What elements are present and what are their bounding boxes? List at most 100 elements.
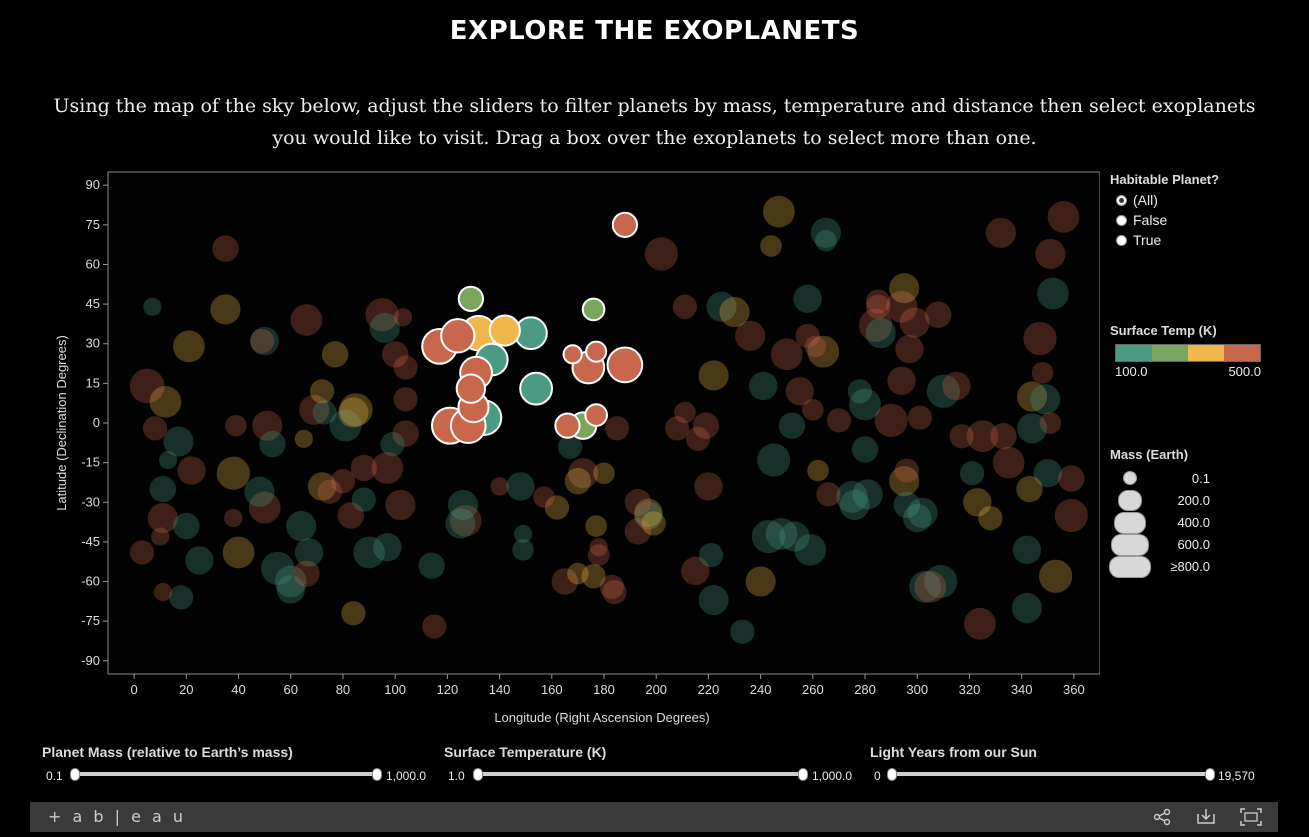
planet-point[interactable]: [730, 619, 755, 644]
planet-point[interactable]: [804, 335, 827, 358]
planet-point[interactable]: [1017, 381, 1048, 412]
planet-point[interactable]: [874, 403, 908, 437]
planet-point[interactable]: [158, 450, 178, 470]
planet-point[interactable]: [1047, 201, 1080, 233]
planet-point[interactable]: [381, 341, 409, 368]
planet-point[interactable]: [681, 556, 710, 586]
temperature-slider-track[interactable]: [478, 772, 804, 776]
planet-point[interactable]: [815, 229, 837, 252]
planet-point[interactable]: [807, 459, 829, 482]
planet-point[interactable]: [210, 294, 241, 325]
planet-point[interactable]: [393, 355, 418, 380]
download-icon[interactable]: [1196, 808, 1216, 826]
planet-point[interactable]: [624, 518, 652, 545]
planet-point[interactable]: [903, 503, 932, 533]
planet-point[interactable]: [274, 565, 307, 598]
planet-point[interactable]: [299, 394, 330, 425]
distance-slider-track[interactable]: [890, 772, 1210, 776]
planet-point[interactable]: [924, 564, 958, 599]
planet-point[interactable]: [248, 491, 281, 524]
planet-point[interactable]: [849, 388, 881, 421]
planet-point-selected[interactable]: [585, 340, 608, 363]
planet-point-selected[interactable]: [584, 403, 608, 427]
planet-point-selected[interactable]: [581, 297, 606, 322]
planet-point[interactable]: [685, 426, 711, 451]
planet-point-selected[interactable]: [455, 373, 487, 404]
planet-point[interactable]: [692, 412, 720, 439]
planet-point[interactable]: [568, 458, 599, 489]
planet-point[interactable]: [380, 432, 405, 457]
planet-point[interactable]: [353, 536, 385, 569]
planet-point[interactable]: [564, 467, 592, 495]
planet-point[interactable]: [865, 289, 891, 314]
planet-point[interactable]: [173, 330, 205, 363]
planet-point[interactable]: [551, 568, 579, 595]
planet-point[interactable]: [816, 482, 841, 507]
planet-point[interactable]: [719, 296, 750, 328]
planet-point[interactable]: [447, 489, 479, 520]
radio-option-true[interactable]: True: [1110, 230, 1219, 250]
planet-point[interactable]: [1035, 238, 1066, 269]
planet-point[interactable]: [895, 334, 924, 364]
planet-point[interactable]: [624, 489, 652, 516]
planet-point[interactable]: [185, 546, 214, 575]
planet-point-selected[interactable]: [519, 371, 554, 406]
planet-point[interactable]: [1038, 559, 1073, 593]
planet-point[interactable]: [418, 552, 445, 579]
planet-point[interactable]: [393, 308, 413, 327]
planet-point[interactable]: [392, 420, 419, 447]
planet-point[interactable]: [745, 566, 776, 597]
planet-point[interactable]: [978, 505, 1003, 531]
tableau-logo[interactable]: + a b | e a u: [48, 807, 186, 826]
distance-slider-min-handle[interactable]: [887, 768, 897, 781]
mass-slider-track[interactable]: [74, 772, 379, 776]
planet-point[interactable]: [129, 540, 155, 565]
planet-point[interactable]: [290, 304, 323, 336]
planet-point[interactable]: [672, 294, 698, 319]
planet-point[interactable]: [385, 489, 416, 520]
planet-point[interactable]: [581, 564, 606, 589]
planet-point[interactable]: [321, 341, 349, 368]
distance-slider-max-handle[interactable]: [1205, 768, 1215, 781]
planet-point[interactable]: [664, 416, 690, 441]
planet-point[interactable]: [992, 446, 1025, 479]
planet-point[interactable]: [143, 297, 162, 316]
planet-point[interactable]: [852, 479, 883, 510]
planet-point-selected[interactable]: [488, 314, 521, 347]
planet-point[interactable]: [445, 508, 476, 539]
planet-point[interactable]: [369, 312, 400, 343]
planet-point[interactable]: [865, 294, 891, 319]
temperature-slider-min-handle[interactable]: [473, 768, 483, 781]
planet-point[interactable]: [129, 368, 165, 404]
planet-point[interactable]: [985, 217, 1016, 248]
planet-point[interactable]: [807, 335, 840, 368]
planet-point[interactable]: [887, 366, 916, 395]
planet-point[interactable]: [533, 486, 555, 508]
planet-point[interactable]: [826, 408, 852, 433]
planet-point[interactable]: [634, 498, 663, 528]
planet-point[interactable]: [163, 426, 194, 457]
planet-point[interactable]: [924, 301, 952, 328]
fullscreen-icon[interactable]: [1240, 808, 1262, 826]
planet-point[interactable]: [1058, 465, 1085, 492]
planet-point[interactable]: [778, 412, 806, 439]
planet-point[interactable]: [964, 607, 996, 640]
radio-option-false[interactable]: False: [1110, 210, 1219, 230]
planet-point[interactable]: [914, 570, 947, 603]
planet-point[interactable]: [959, 461, 985, 486]
planet-point[interactable]: [644, 237, 679, 271]
planet-point[interactable]: [341, 601, 366, 626]
planet-point[interactable]: [173, 512, 200, 540]
planet-point[interactable]: [926, 374, 960, 408]
planet-point[interactable]: [224, 509, 243, 528]
planet-point[interactable]: [351, 487, 376, 512]
planet-point[interactable]: [763, 195, 795, 228]
planet-point[interactable]: [212, 235, 239, 262]
planet-point[interactable]: [593, 462, 615, 485]
planet-point[interactable]: [337, 502, 365, 529]
planet-point[interactable]: [294, 538, 324, 567]
planet-point[interactable]: [312, 400, 337, 425]
radio-button[interactable]: [1116, 234, 1127, 246]
planet-point[interactable]: [851, 436, 879, 463]
planet-point[interactable]: [149, 475, 177, 503]
